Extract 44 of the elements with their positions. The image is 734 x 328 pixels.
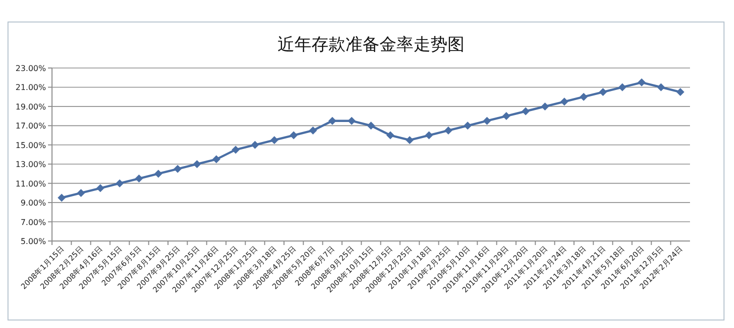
point: [270, 136, 278, 144]
point: [599, 88, 607, 96]
y-tick-label: 7.00%: [20, 218, 46, 227]
point: [328, 116, 336, 125]
point: [232, 146, 240, 154]
point: [77, 188, 85, 197]
point: [464, 122, 472, 130]
chart-title: 近年存款准备金率走势图: [278, 35, 464, 55]
point: [676, 88, 684, 96]
point: [560, 98, 568, 106]
point: [618, 83, 626, 92]
point: [406, 136, 414, 144]
y-tick-label: 13.00%: [15, 160, 46, 170]
y-tick-label: 23.00%: [15, 64, 46, 73]
point: [96, 184, 104, 192]
point: [580, 92, 588, 101]
point: [425, 131, 433, 140]
y-tick-label: 11.00%: [15, 179, 46, 188]
point: [348, 116, 356, 125]
point: [657, 83, 665, 92]
point: [502, 112, 510, 120]
point: [174, 164, 182, 173]
point: [154, 170, 162, 178]
y-tick-label: 5.00%: [20, 237, 46, 246]
y-tick-label: 15.00%: [15, 140, 46, 150]
y-tick-label: 17.00%: [15, 122, 46, 131]
point: [483, 116, 491, 125]
point: [522, 107, 530, 116]
y-tick-label: 19.00%: [15, 102, 46, 112]
y-tick-label: 21.00%: [15, 83, 46, 92]
point: [309, 126, 317, 134]
point: [193, 160, 201, 168]
point: [290, 131, 298, 140]
point: [541, 102, 549, 110]
point: [116, 179, 124, 188]
point: [367, 122, 375, 130]
point: [251, 140, 259, 149]
point: [135, 174, 143, 183]
point: [638, 78, 646, 86]
point: [444, 126, 452, 134]
y-tick-label: 9.00%: [20, 198, 46, 208]
point: [386, 131, 394, 140]
point: [58, 194, 66, 202]
point: [212, 155, 220, 164]
